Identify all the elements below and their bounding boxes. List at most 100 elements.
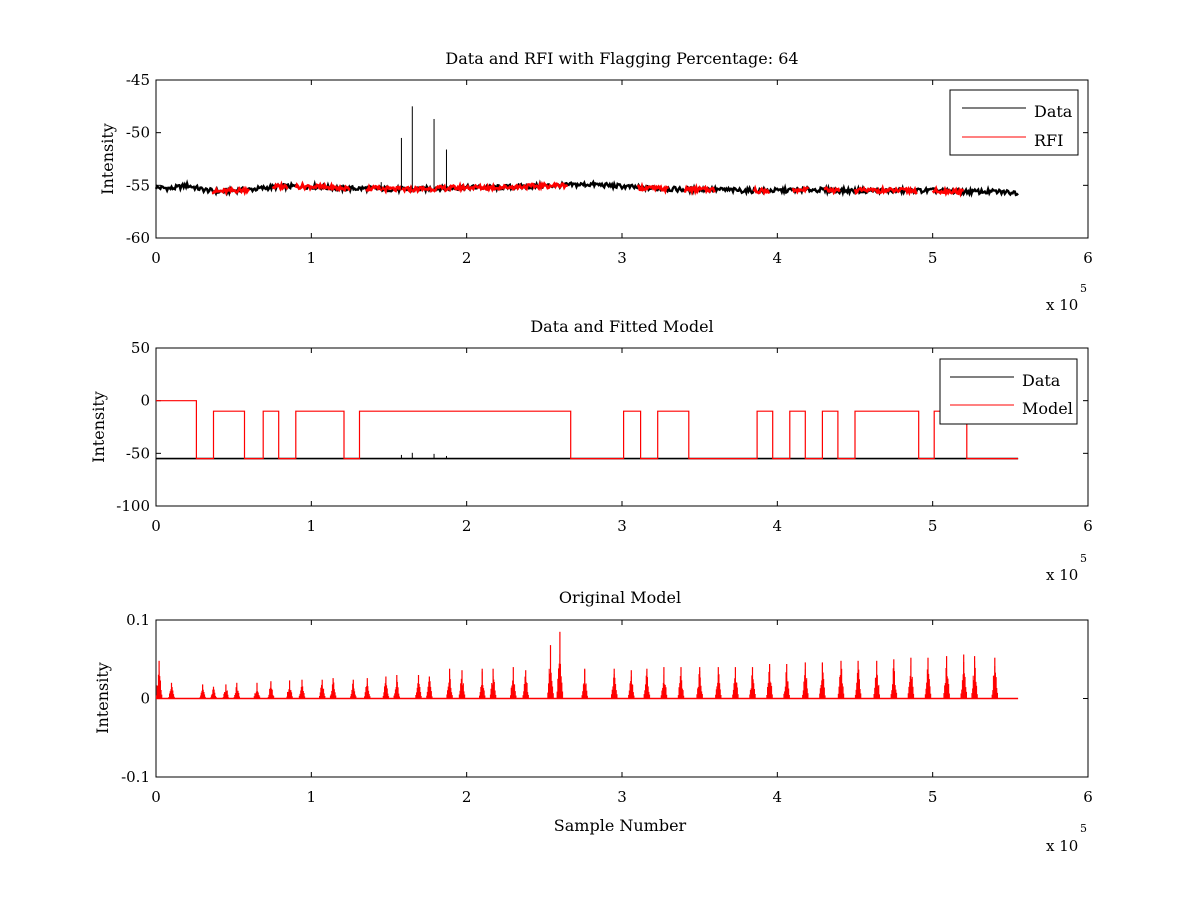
- model-peak: [479, 668, 486, 699]
- rfi-segment: [636, 181, 669, 195]
- original-model-panel: Original Model Intensity Sample Number 0…: [93, 588, 1093, 855]
- x-tick-label: 6: [1083, 788, 1093, 806]
- model-peak: [854, 660, 862, 699]
- x-ticks: 0 1 2 3 4 5 6: [151, 348, 1093, 535]
- model-peak: [522, 670, 529, 699]
- model-peak: [155, 660, 163, 699]
- x-multiplier-exponent: 5: [1080, 822, 1087, 835]
- y-tick-label: -100: [116, 497, 150, 515]
- x-tick-label: 3: [617, 788, 627, 806]
- x-tick-label: 4: [773, 788, 783, 806]
- model-peak: [732, 667, 739, 699]
- x-tick-label: 0: [151, 249, 161, 267]
- legend: Data Model: [939, 358, 1078, 425]
- x-tick-label: 1: [307, 517, 317, 535]
- rfi-segment: [683, 183, 716, 196]
- chart-title: Original Model: [559, 588, 681, 607]
- legend-label-model: Model: [1022, 399, 1073, 418]
- model-peak: [382, 676, 390, 699]
- legend: Data RFI: [949, 89, 1079, 156]
- model-peak: [415, 675, 422, 699]
- model-peak: [837, 660, 845, 699]
- rfi-segment: [791, 185, 810, 195]
- legend-label-data: Data: [1034, 102, 1073, 121]
- y-ticks: -100 -50 0 50: [116, 339, 1088, 515]
- y-tick-label: 50: [131, 339, 150, 357]
- y-tick-label: -55: [126, 176, 150, 194]
- x-multiplier: x 10 5: [1046, 282, 1087, 314]
- y-tick-label: -45: [126, 71, 150, 89]
- x-tick-label: 5: [928, 249, 938, 267]
- x-tick-label: 6: [1083, 517, 1093, 535]
- y-axis-label: Intensity: [89, 391, 108, 463]
- rfi-segment: [752, 184, 771, 196]
- x-tick-label: 1: [307, 788, 317, 806]
- legend-box: [939, 358, 1078, 425]
- model-peak: [783, 664, 790, 699]
- x-tick-label: 2: [462, 788, 472, 806]
- chart-title: Data and RFI with Flagging Percentage: 6…: [445, 49, 798, 68]
- model-peak: [319, 679, 326, 699]
- plot-area: [155, 79, 1089, 239]
- model-peak: [298, 679, 306, 699]
- x-multiplier-exponent: 5: [1080, 282, 1087, 295]
- x-multiplier: x 10 5: [1046, 822, 1087, 855]
- x-multiplier-exponent: 5: [1080, 552, 1087, 565]
- model-peak: [510, 667, 517, 699]
- x-multiplier-label: x 10: [1046, 837, 1078, 855]
- model-peak: [696, 667, 703, 699]
- x-tick-label: 3: [617, 249, 627, 267]
- legend-box: [949, 89, 1079, 156]
- model-peak: [960, 654, 967, 699]
- model-peak: [677, 667, 685, 699]
- y-tick-label: -50: [126, 444, 150, 462]
- model-peak: [233, 682, 240, 699]
- model-peak: [446, 668, 453, 699]
- legend-label-data: Data: [1022, 371, 1061, 390]
- model-peak: [393, 675, 400, 699]
- model-peak: [749, 667, 756, 699]
- y-ticks: -0.1 0 0.1: [121, 611, 1088, 786]
- model-peak: [581, 668, 588, 699]
- model-peak: [971, 656, 978, 699]
- model-peak: [766, 664, 773, 699]
- rfi-segment: [931, 184, 964, 198]
- x-tick-label: 1: [307, 249, 317, 267]
- model-peak: [267, 681, 275, 699]
- rfi-panel: Data and RFI with Flagging Percentage: 6…: [98, 49, 1093, 314]
- model-peak: [253, 682, 261, 699]
- model-peak: [210, 686, 217, 699]
- model-peak: [199, 684, 206, 699]
- x-tick-label: 5: [928, 517, 938, 535]
- chart-title: Data and Fitted Model: [530, 317, 713, 336]
- model-peak: [991, 657, 998, 699]
- model-peak: [643, 668, 651, 699]
- x-multiplier-label: x 10: [1046, 566, 1078, 584]
- y-tick-label: -0.1: [121, 768, 150, 786]
- model-peak: [924, 657, 932, 699]
- y-tick-label: -50: [126, 124, 150, 142]
- series-marks: [154, 106, 1019, 198]
- model-peak: [890, 659, 898, 699]
- model-peak: [802, 662, 809, 699]
- model-peak: [715, 667, 722, 699]
- model-peak: [364, 678, 371, 699]
- series-marks: [156, 400, 1019, 460]
- x-tick-label: 4: [773, 517, 783, 535]
- model-peak: [286, 680, 293, 699]
- rfi-segment: [271, 180, 289, 192]
- model-peak: [556, 631, 564, 699]
- y-tick-label: 0.1: [126, 611, 150, 629]
- x-tick-label: 6: [1083, 249, 1093, 267]
- legend-label-rfi: RFI: [1034, 131, 1063, 150]
- model-peak: [168, 682, 175, 699]
- x-multiplier-label: x 10: [1046, 296, 1078, 314]
- x-tick-label: 3: [617, 517, 627, 535]
- plot-area: [155, 347, 1089, 507]
- x-tick-label: 0: [151, 788, 161, 806]
- y-tick-label: 0: [140, 690, 150, 708]
- model-peak: [873, 660, 880, 699]
- x-multiplier: x 10 5: [1046, 552, 1087, 584]
